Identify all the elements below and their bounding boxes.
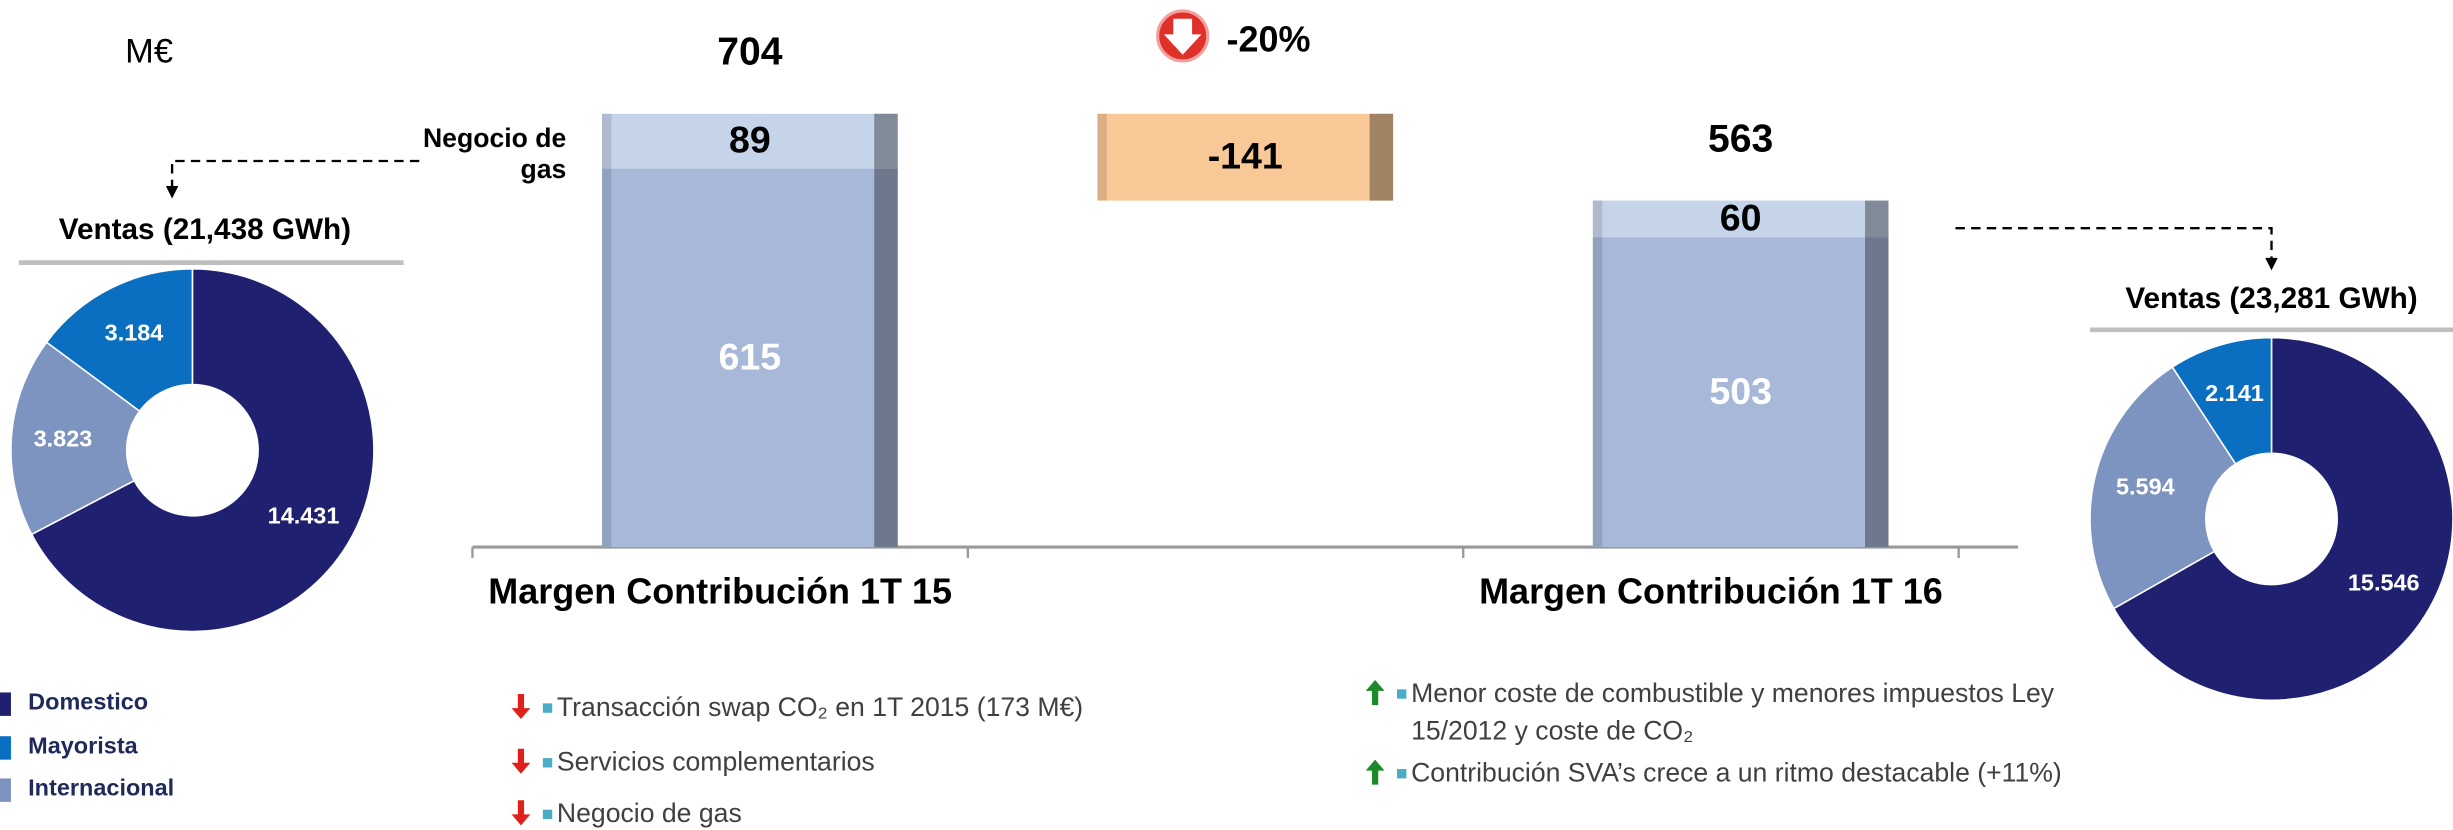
donut-slice	[30, 268, 375, 633]
bar-edge	[1865, 200, 1889, 238]
total-label: 704	[717, 31, 782, 74]
legend-label: Domestico	[28, 689, 149, 716]
trend-arrow	[1365, 759, 1385, 785]
donut-slice	[2171, 336, 2273, 466]
connector-arrow	[165, 186, 179, 199]
trend-arrow	[511, 800, 531, 826]
bar-edge	[874, 113, 898, 169]
bar-shade	[1097, 113, 1107, 201]
bar-edge	[874, 168, 898, 548]
value-label: 503	[1709, 370, 1772, 412]
bullet-text: Menor coste de combustible y menores imp…	[1411, 678, 2055, 746]
trend-arrow-shape	[1365, 759, 1385, 785]
slice-label: 15.546	[2348, 569, 2420, 595]
x-tick-label: Margen Contribución 1T 16	[1479, 570, 1943, 611]
trend-arrow-shape	[511, 694, 531, 720]
bullet-marker	[542, 758, 553, 768]
donut-title: Ventas (21,438 GWh)	[59, 213, 351, 246]
bullet-text: Contribución SVA’s crece a un ritmo dest…	[1411, 758, 2062, 788]
bullet-marker	[1397, 689, 1407, 699]
dashed-connector	[170, 159, 420, 188]
trend-arrow	[1365, 679, 1385, 705]
connector-right	[1955, 227, 2273, 260]
slice-label: 2.141	[2205, 380, 2264, 406]
bar-segment	[1592, 200, 1889, 238]
value-label: 60	[1720, 197, 1762, 239]
legend-swatch	[0, 735, 11, 759]
legend-label: Internacional	[28, 775, 175, 802]
donut-slice	[10, 341, 141, 536]
change-label: -20%	[1226, 19, 1310, 60]
bullet-text: Negocio de gas	[556, 798, 742, 829]
bar-shade	[602, 113, 612, 169]
value-label: 89	[729, 119, 771, 161]
slice-label: 14.431	[268, 503, 340, 529]
slice-label: 3.184	[105, 319, 164, 345]
donut-slice	[45, 268, 194, 413]
bar-shade	[1592, 200, 1603, 238]
change-icon-arrow	[1163, 18, 1202, 55]
bullet-marker	[1397, 769, 1407, 779]
bar-segment	[1592, 237, 1889, 548]
trend-arrow	[511, 694, 531, 720]
bar-segment	[602, 168, 898, 548]
donut-slice	[2112, 336, 2453, 702]
connector-left	[170, 159, 420, 188]
slice-label: 5.594	[2116, 474, 2175, 500]
bullet-text: Servicios complementarios	[556, 747, 875, 777]
donut-title: Ventas (23,281 GWh)	[2125, 282, 2417, 315]
trend-arrow-shape	[1365, 679, 1385, 705]
bar-shade	[602, 168, 612, 548]
bar-segment	[602, 113, 898, 169]
slice-label: 3.823	[34, 425, 93, 451]
bar-edge	[1865, 237, 1889, 548]
bar-segment	[1097, 113, 1394, 201]
connector-arrow	[2265, 257, 2278, 271]
dashed-connector	[1955, 227, 2273, 260]
x-tick-label: Margen Contribución 1T 15	[488, 570, 952, 611]
total-label: 563	[1708, 118, 1773, 161]
trend-arrow-shape	[511, 800, 531, 826]
bullet-marker	[542, 809, 553, 820]
legend-label: Mayorista	[28, 732, 138, 759]
value-label: 615	[719, 335, 782, 377]
bullet-marker	[542, 703, 553, 713]
trend-arrow	[511, 748, 531, 774]
trend-arrow-shape	[511, 748, 531, 774]
value-label: -141	[1208, 135, 1283, 177]
change-badge: -20%	[1156, 9, 1310, 63]
bar-shade	[1592, 237, 1603, 548]
series-annotation: Negocio de gas	[422, 123, 567, 185]
legend-swatch	[0, 692, 11, 716]
legend-swatch	[0, 778, 11, 802]
unit-label: M€	[125, 31, 173, 71]
bar-edge	[1369, 113, 1394, 201]
bullet-text: Transacción swap CO₂ en 1T 2015 (173 M€)	[556, 692, 1084, 723]
donut-slice	[2089, 365, 2237, 610]
